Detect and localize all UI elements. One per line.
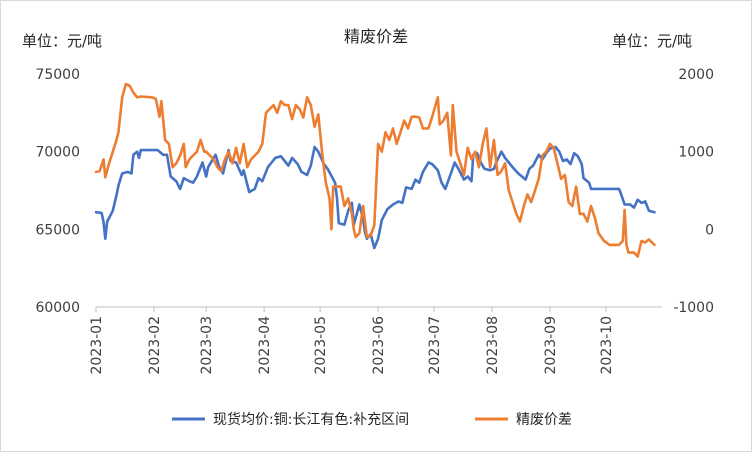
right-tick-label: 0 <box>705 222 714 238</box>
x-axis-ticks: 2023-01 2023-02 2023-03 2023-04 2023-05 2023-… <box>89 307 615 375</box>
x-tick-label: 2023-02 <box>147 316 163 375</box>
x-tick-label: 2023-09 <box>543 316 559 375</box>
left-axis-ticks: 75000 70000 65000 60000 <box>35 67 80 316</box>
series-lines <box>94 82 656 258</box>
legend-label-copper-price: 现货均价:铜:长江有色:补充区间 <box>213 411 409 428</box>
x-tick-label: 2023-04 <box>257 316 273 375</box>
x-tick-label: 2023-01 <box>89 316 105 375</box>
left-tick-label: 65000 <box>35 222 80 238</box>
legend: 现货均价:铜:长江有色:补充区间 精废价差 <box>172 411 572 428</box>
right-axis-ticks: 2000 1000 0 -1000 <box>673 67 714 316</box>
left-tick-label: 60000 <box>35 300 80 316</box>
chart-title: 精废价差 <box>344 27 408 46</box>
x-tick-label: 2023-08 <box>485 316 501 375</box>
x-tick-label: 2023-06 <box>371 316 387 375</box>
right-tick-label: 2000 <box>678 67 714 83</box>
right-tick-label: -1000 <box>673 300 714 316</box>
x-tick-label: 2023-05 <box>313 316 329 375</box>
right-axis-unit-label: 单位：元/吨 <box>612 32 692 50</box>
left-axis-unit-label: 单位：元/吨 <box>22 32 102 50</box>
legend-label-spread: 精废价差 <box>516 412 572 428</box>
right-tick-label: 1000 <box>678 145 714 161</box>
left-tick-label: 70000 <box>35 145 80 161</box>
left-tick-label: 75000 <box>35 67 80 83</box>
x-tick-label: 2023-07 <box>427 316 443 375</box>
x-tick-label: 2023-03 <box>199 316 215 375</box>
x-tick-label: 2023-10 <box>599 316 615 375</box>
series-line-spread <box>94 82 656 258</box>
